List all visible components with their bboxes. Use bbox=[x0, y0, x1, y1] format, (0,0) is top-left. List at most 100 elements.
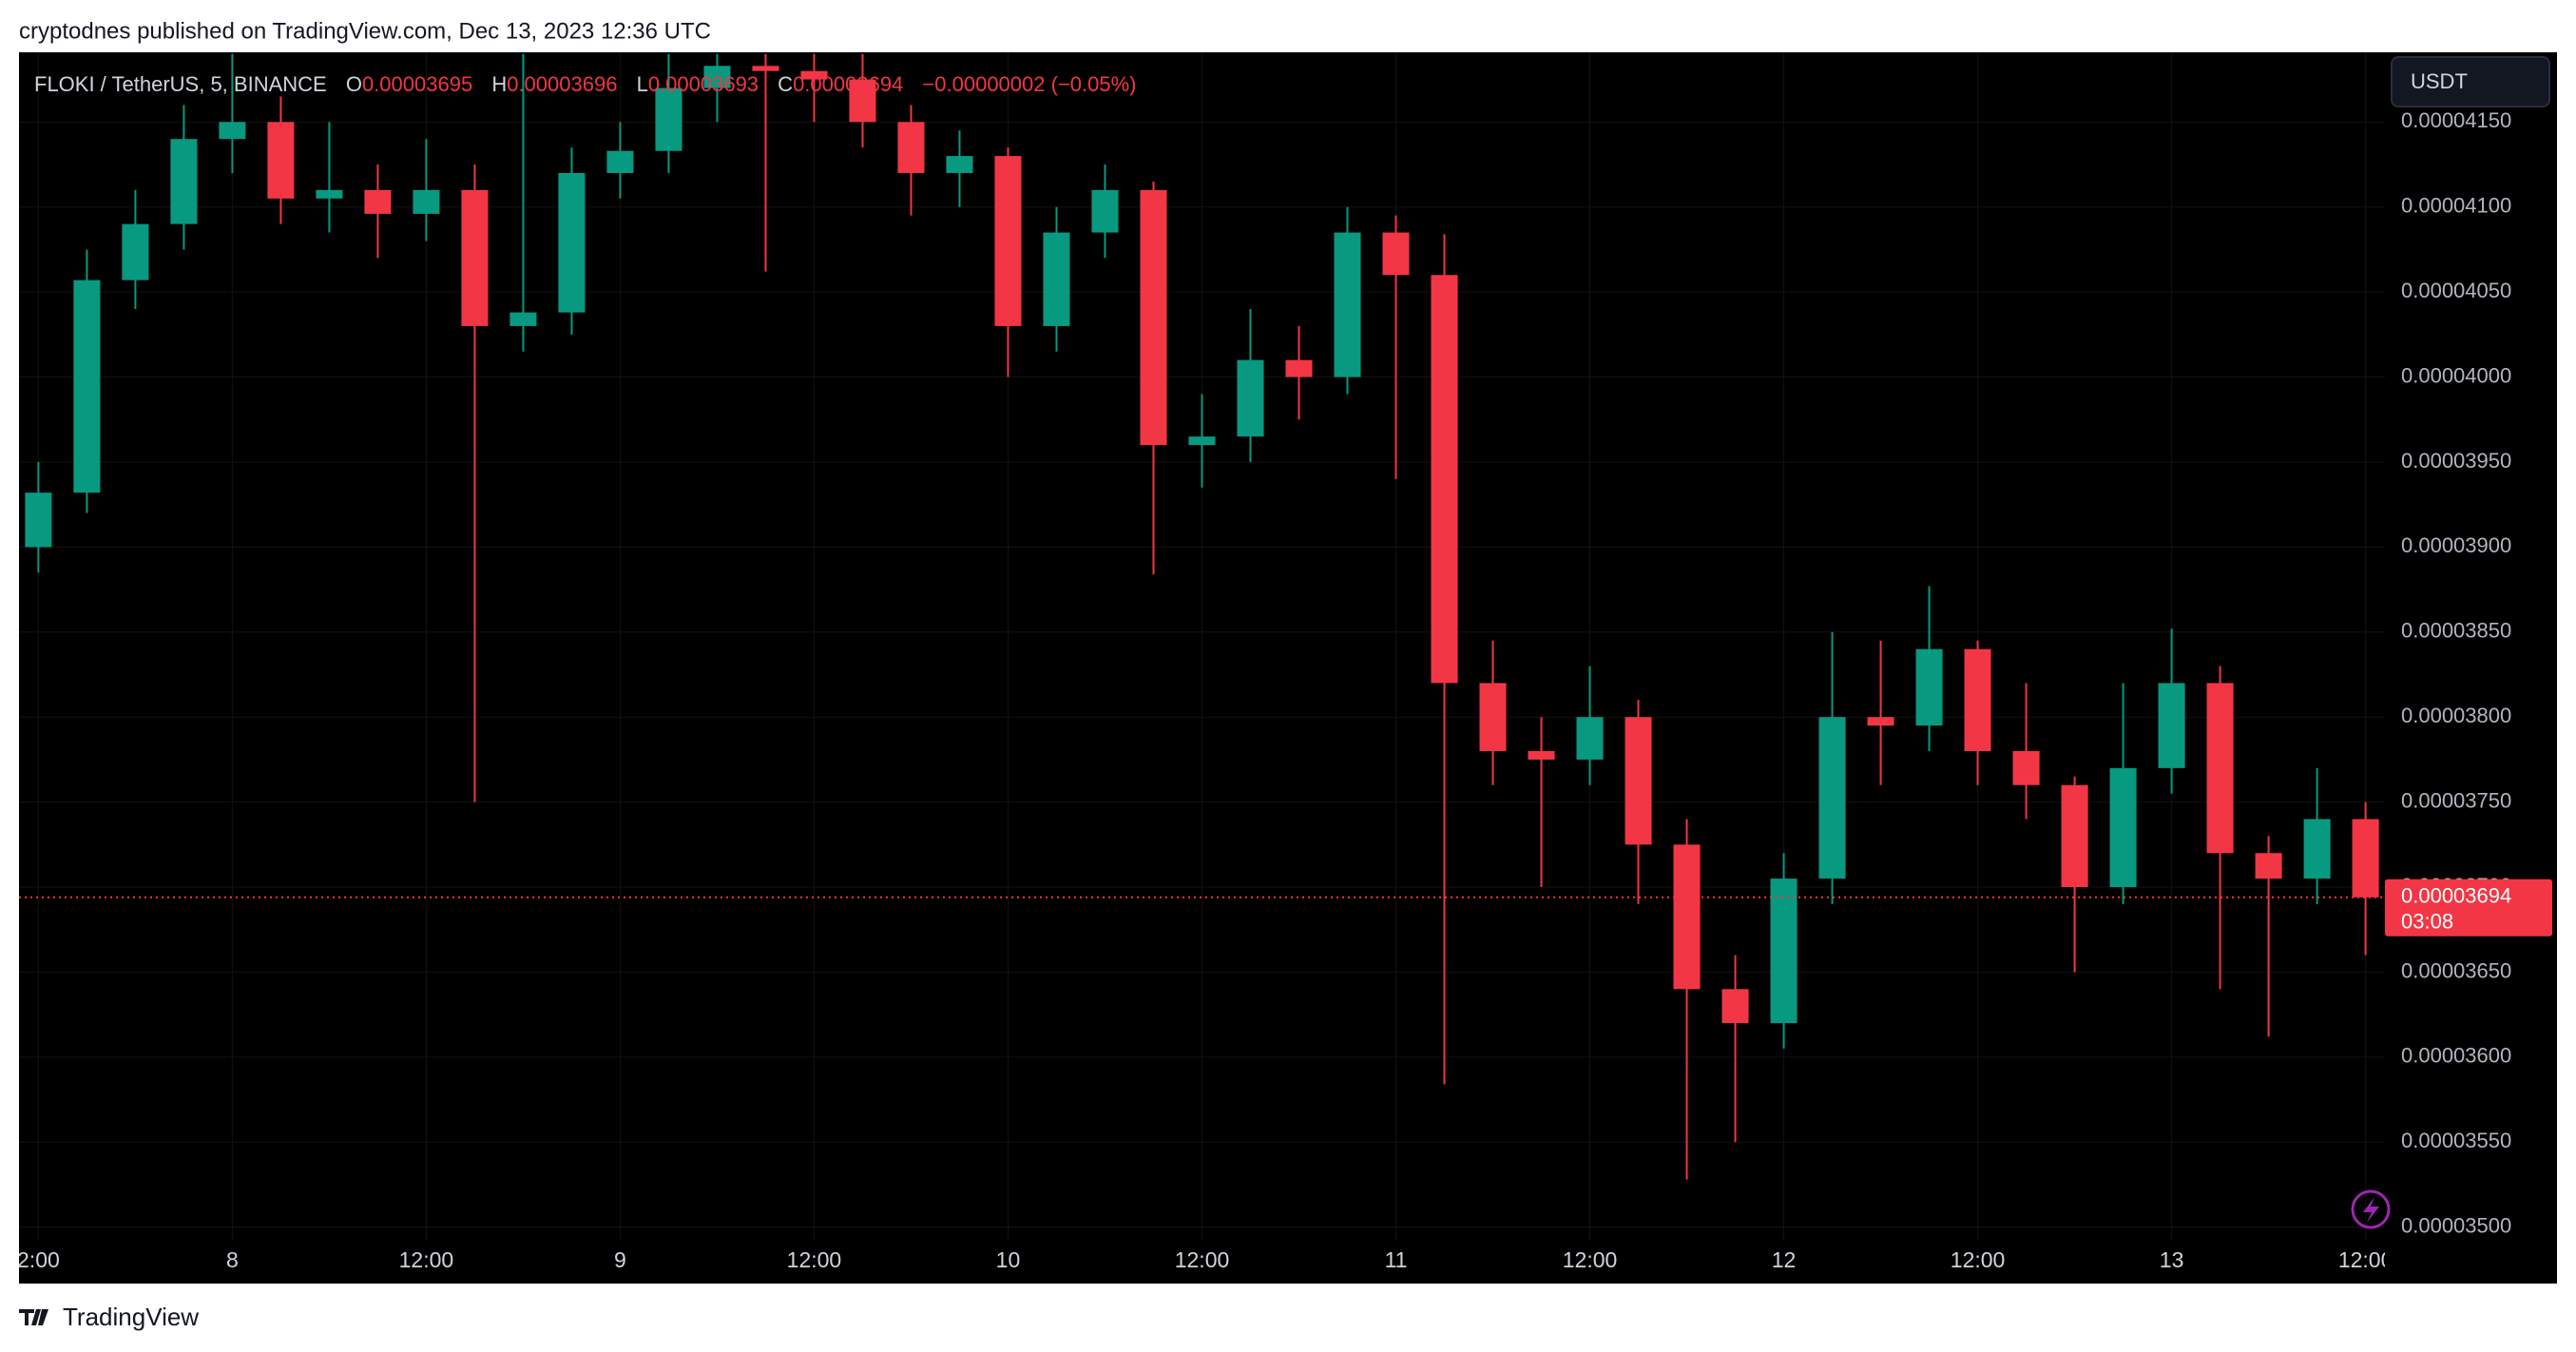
currency-button[interactable] bbox=[2391, 56, 2550, 107]
candle-body bbox=[1091, 189, 1119, 233]
candle-body bbox=[219, 122, 246, 140]
candle-body bbox=[1431, 275, 1458, 684]
lightning-icon[interactable] bbox=[2351, 1189, 2391, 1229]
currency-label[interactable]: USDT bbox=[2411, 69, 2468, 93]
candle-body bbox=[267, 122, 295, 199]
x-tick-label: 12:00 bbox=[399, 1247, 454, 1272]
candle-body bbox=[1285, 359, 1313, 377]
publisher-line: cryptodnes published on TradingView.com,… bbox=[19, 18, 711, 44]
last-price-box bbox=[2385, 879, 2552, 937]
y-tick-label: 0.00003950 bbox=[2401, 449, 2511, 473]
close-key: C bbox=[778, 72, 793, 96]
candle-body bbox=[25, 493, 52, 548]
y-tick-label: 0.00003800 bbox=[2401, 704, 2511, 727]
y-tick-label: 0.00004000 bbox=[2401, 363, 2511, 387]
x-tick-label: 11 bbox=[1385, 1247, 1408, 1272]
candle-body bbox=[752, 66, 779, 71]
candle-body bbox=[1140, 189, 1167, 446]
time-axis: 2:00 8 12:00 9 12:00 10 12:00 11 12:00 12 12:00 13 1… bbox=[17, 1247, 2393, 1272]
candle-body bbox=[897, 122, 925, 173]
y-tick-label: 0.00003850 bbox=[2401, 619, 2511, 643]
candle-body bbox=[1237, 359, 1264, 437]
candle-body bbox=[461, 189, 489, 326]
candle-body bbox=[509, 312, 537, 326]
candle-body bbox=[1624, 717, 1652, 845]
footer-logo: TradingView bbox=[19, 1303, 199, 1331]
candle-body bbox=[1818, 717, 1846, 879]
y-tick-label: 0.00003550 bbox=[2401, 1129, 2511, 1152]
candle-body bbox=[2255, 853, 2282, 879]
candle-body bbox=[1867, 717, 1894, 726]
candle-body bbox=[800, 70, 828, 80]
candle-body bbox=[1382, 232, 1410, 276]
candle-body bbox=[994, 156, 1022, 326]
candle-body bbox=[1043, 232, 1070, 326]
candle-body bbox=[946, 156, 973, 173]
overlay: FLOKI / TetherUS, 5, BINANCE O0.00003695… bbox=[34, 56, 2552, 1229]
candle-body bbox=[413, 189, 440, 214]
y-tick-label: 0.00003750 bbox=[2401, 788, 2511, 812]
y-tick-label: 0.00003900 bbox=[2401, 533, 2511, 557]
candle-body bbox=[558, 172, 586, 313]
lightning-bolt bbox=[2363, 1197, 2379, 1223]
x-tick-label: 13 bbox=[2160, 1247, 2184, 1272]
x-tick-label: 9 bbox=[614, 1247, 626, 1272]
candle-body bbox=[364, 189, 392, 214]
candle-body bbox=[2206, 683, 2234, 854]
high-value: 0.00003696 bbox=[507, 72, 617, 96]
candle-body bbox=[1334, 232, 1361, 377]
candle-body bbox=[1964, 648, 1991, 751]
change-value: −0.00000002 (−0.05%) bbox=[922, 72, 1136, 96]
candle-body bbox=[2158, 683, 2185, 768]
open-value: 0.00003695 bbox=[362, 72, 472, 96]
candle-body bbox=[73, 280, 101, 493]
candle-body bbox=[2352, 819, 2379, 898]
candle-body bbox=[849, 79, 876, 123]
x-tick-label: 12:00 bbox=[1175, 1247, 1230, 1272]
candle-body bbox=[2109, 767, 2137, 888]
candle-body bbox=[655, 87, 682, 151]
y-tick-label: 0.00004150 bbox=[2401, 108, 2511, 132]
candle-body bbox=[703, 66, 731, 88]
candle-body bbox=[606, 150, 634, 173]
candle-body bbox=[1915, 648, 1943, 726]
x-tick-label: 12:00 bbox=[1951, 1247, 2006, 1272]
close-value: 0.00003694 bbox=[793, 72, 903, 96]
candle-body bbox=[2012, 750, 2040, 785]
x-tick-label: 10 bbox=[996, 1247, 1021, 1272]
symbol-legend: FLOKI / TetherUS, 5, BINANCE O0.00003695… bbox=[34, 72, 1137, 96]
candle-body bbox=[1479, 683, 1507, 751]
candle-body bbox=[316, 189, 343, 199]
y-tick-label: 0.00004050 bbox=[2401, 279, 2511, 302]
high-key: H bbox=[491, 72, 507, 96]
candle-body bbox=[1721, 989, 1749, 1024]
x-tick-label: 12:00 bbox=[1563, 1247, 1618, 1272]
candle-body bbox=[1188, 436, 1216, 446]
low-value: 0.00003693 bbox=[648, 72, 759, 96]
candle-body bbox=[2061, 784, 2088, 888]
x-tick-label: 12 bbox=[1772, 1247, 1797, 1272]
open-key: O bbox=[346, 72, 362, 96]
candle-body bbox=[122, 223, 149, 280]
x-tick-label: 12:00 bbox=[2338, 1247, 2393, 1272]
brand-name: TradingView bbox=[63, 1303, 199, 1331]
symbol-title: FLOKI / TetherUS, 5, BINANCE bbox=[34, 72, 327, 96]
candle-body bbox=[1673, 844, 1701, 990]
candles bbox=[19, 53, 2385, 1180]
candle-body bbox=[1576, 717, 1604, 760]
y-tick-label: 0.00004100 bbox=[2401, 194, 2511, 218]
candle-body bbox=[170, 139, 198, 224]
y-tick-label: 0.00003500 bbox=[2401, 1214, 2511, 1238]
low-key: L bbox=[637, 72, 648, 96]
x-tick-label: 2:00 bbox=[17, 1247, 60, 1272]
x-tick-label: 12:00 bbox=[787, 1247, 842, 1272]
candle-body bbox=[1770, 879, 1797, 1024]
y-tick-label: 0.00003600 bbox=[2401, 1044, 2511, 1068]
x-tick-label: 8 bbox=[226, 1247, 239, 1272]
last-price-label: 0.00003694 bbox=[2401, 884, 2511, 908]
y-tick-label: 0.00003650 bbox=[2401, 958, 2511, 982]
candle-body bbox=[1528, 750, 1555, 760]
countdown-label: 03:08 bbox=[2401, 910, 2453, 934]
